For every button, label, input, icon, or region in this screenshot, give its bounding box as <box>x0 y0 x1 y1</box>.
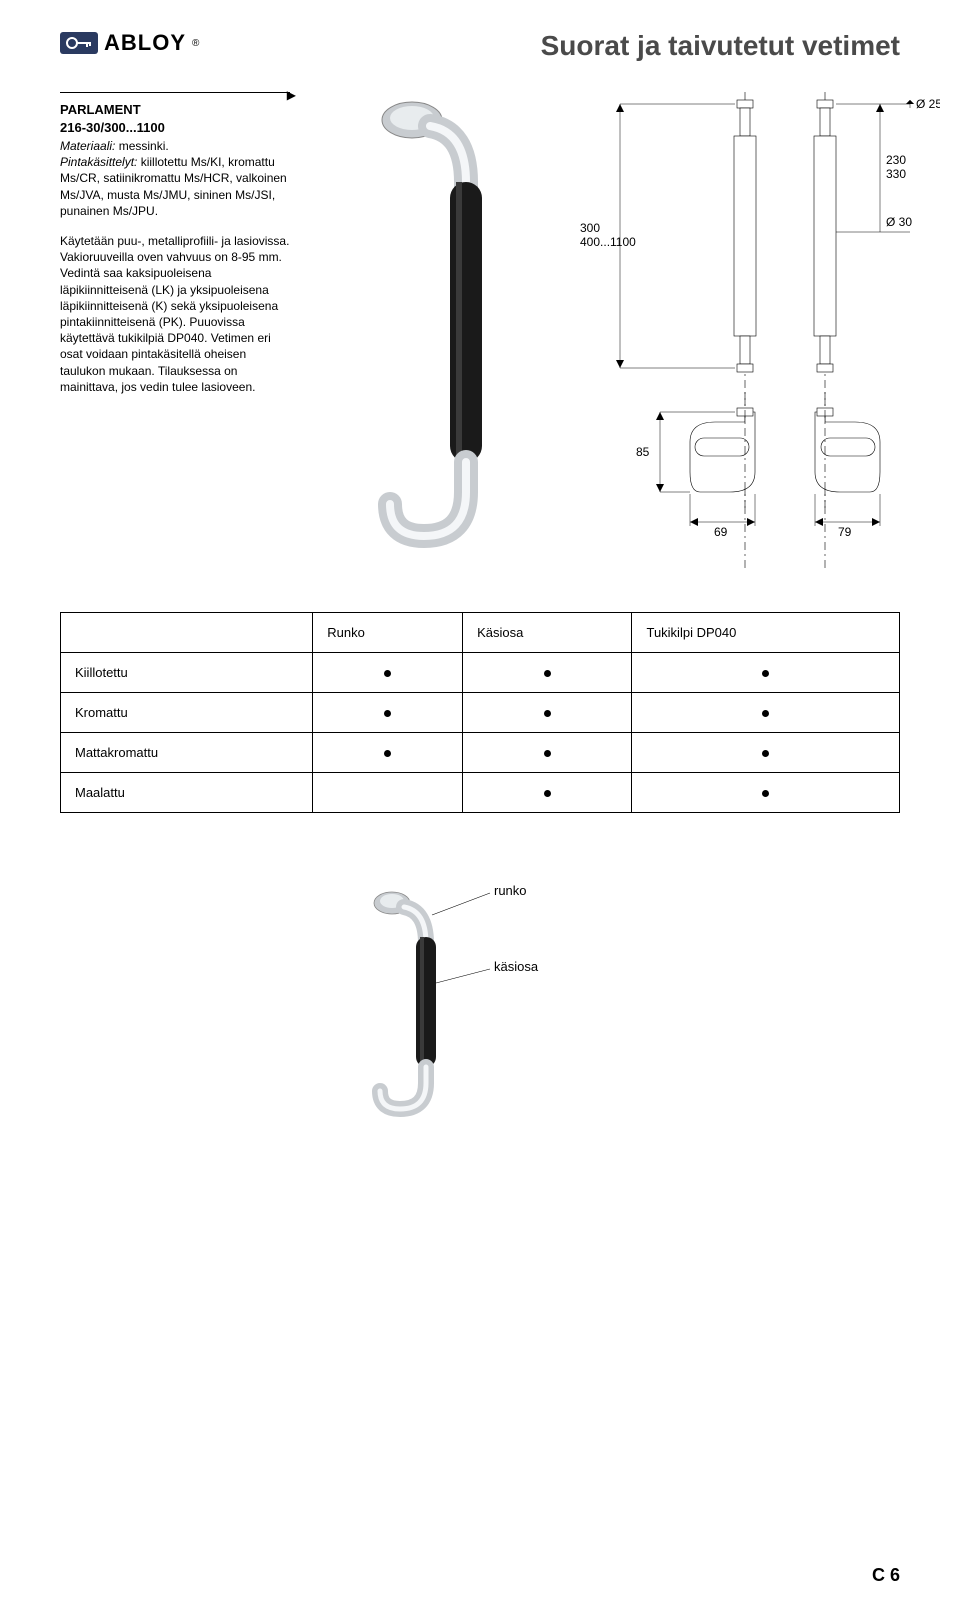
dim-dia-top: Ø 25 <box>916 97 940 111</box>
table-row: Mattakromattu <box>61 733 900 773</box>
dim-mount-right: 79 <box>838 525 852 539</box>
dot-icon <box>544 750 551 757</box>
product-name: PARLAMENT 216-30/300...1100 <box>60 101 290 136</box>
arrow-right-icon: ▶ <box>287 87 296 103</box>
row-cell <box>632 653 900 693</box>
row-cell <box>632 693 900 733</box>
technical-drawing: Ø 25 230 330 Ø 30 300 400...1100 <box>580 92 940 572</box>
row-cell <box>632 733 900 773</box>
finish-table-grid: Runko Käsiosa Tukikilpi DP040 Kiillotett… <box>60 612 900 813</box>
body-text: Käytetään puu-, metalliprofiili- ja lasi… <box>60 233 290 395</box>
table-row: Kiillotettu <box>61 653 900 693</box>
finish-label: Pintakäsittelyt: <box>60 155 137 169</box>
registered-mark: ® <box>192 38 199 49</box>
dot-icon <box>384 710 391 717</box>
table-header-row: Runko Käsiosa Tukikilpi DP040 <box>61 613 900 653</box>
product-description: ▶ PARLAMENT 216-30/300...1100 Materiaali… <box>60 92 290 572</box>
product-name-line2: 216-30/300...1100 <box>60 120 165 135</box>
row-cell <box>632 773 900 813</box>
finish-table: Runko Käsiosa Tukikilpi DP040 Kiillotett… <box>0 572 960 813</box>
dot-icon <box>762 670 769 677</box>
dim-spacing-1: 230 <box>886 153 906 167</box>
material-label: Materiaali: <box>60 139 115 153</box>
th-kasiosa: Käsiosa <box>463 613 632 653</box>
handle-illustration <box>370 92 500 552</box>
dot-icon <box>762 750 769 757</box>
th-runko: Runko <box>313 613 463 653</box>
dot-icon <box>544 790 551 797</box>
th-tukikilpi: Tukikilpi DP040 <box>632 613 900 653</box>
row-cell <box>313 733 463 773</box>
logo-icon <box>60 32 98 54</box>
dot-icon <box>544 670 551 677</box>
dim-mount-left: 69 <box>714 525 728 539</box>
labeled-diagram: runko käsiosa <box>0 813 960 1138</box>
row-cell <box>463 693 632 733</box>
row-label: Maalattu <box>61 773 313 813</box>
product-photo <box>320 92 550 572</box>
dim-height-2: 400...1100 <box>580 235 636 249</box>
dim-height-1: 300 <box>580 221 600 235</box>
main-content: ▶ PARLAMENT 216-30/300...1100 Materiaali… <box>0 72 960 572</box>
dot-icon <box>384 750 391 757</box>
label-runko: runko <box>494 883 527 898</box>
product-name-line1: PARLAMENT <box>60 102 141 117</box>
dim-spacing-2: 330 <box>886 167 906 181</box>
brand-logo: ABLOY ® <box>60 30 199 56</box>
dim-dia-mid: Ø 30 <box>886 215 912 229</box>
label-kasiosa: käsiosa <box>494 959 539 974</box>
page-header: ABLOY ® Suorat ja taivutetut vetimet <box>0 0 960 72</box>
th-blank <box>61 613 313 653</box>
row-cell <box>463 773 632 813</box>
material-value: messinki. <box>119 139 169 153</box>
row-label: Mattakromattu <box>61 733 313 773</box>
dot-icon <box>544 710 551 717</box>
brand-name: ABLOY <box>104 30 186 56</box>
row-cell <box>313 653 463 693</box>
dim-depth: 85 <box>636 445 650 459</box>
row-label: Kromattu <box>61 693 313 733</box>
row-cell <box>313 773 463 813</box>
page-title: Suorat ja taivutetut vetimet <box>541 30 900 62</box>
table-row: Kromattu <box>61 693 900 733</box>
dot-icon <box>762 790 769 797</box>
dot-icon <box>762 710 769 717</box>
row-cell <box>463 733 632 773</box>
material-line: Materiaali: messinki. Pintakäsittelyt: k… <box>60 138 290 219</box>
row-cell <box>313 693 463 733</box>
dot-icon <box>384 670 391 677</box>
row-label: Kiillotettu <box>61 653 313 693</box>
table-row: Maalattu <box>61 773 900 813</box>
row-cell <box>463 653 632 693</box>
rule-line: ▶ <box>60 92 290 93</box>
page-number: C 6 <box>872 1565 900 1586</box>
